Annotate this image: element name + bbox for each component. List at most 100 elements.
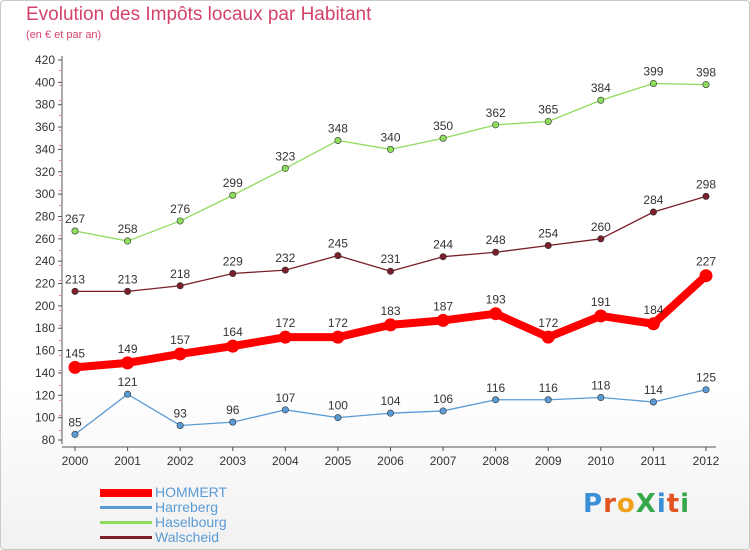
y-tick-label: 360 [35, 120, 55, 134]
y-tick-label: 420 [35, 53, 55, 67]
logo-letter: t [666, 489, 681, 519]
legend-label: Walscheid [155, 529, 220, 545]
data-point [334, 414, 342, 422]
y-tick-label: 160 [35, 344, 55, 358]
data-point [544, 117, 552, 125]
data-point [544, 396, 552, 404]
data-label: 107 [275, 391, 295, 405]
data-point [544, 242, 552, 250]
data-point [649, 398, 657, 406]
data-label: 213 [65, 272, 85, 286]
y-tick-label: 260 [35, 232, 55, 246]
series-hommert [68, 269, 713, 374]
x-tick-label: 2000 [62, 454, 89, 468]
data-point [121, 356, 135, 370]
data-label: 125 [696, 371, 716, 385]
data-label: 323 [275, 149, 295, 163]
data-point [646, 317, 660, 331]
data-label: 118 [591, 379, 610, 393]
data-label: 245 [328, 237, 348, 251]
data-label: 85 [68, 415, 82, 429]
logo-letter: P [583, 489, 604, 519]
data-point [281, 164, 289, 172]
data-label: 193 [486, 293, 506, 307]
series-line-haselbourg [74, 82, 707, 242]
data-label: 172 [275, 316, 295, 330]
y-tick-label: 380 [35, 98, 55, 112]
chart-subtitle: (en € et par an) [26, 29, 102, 41]
y-tick-label: 180 [35, 321, 55, 335]
data-label: 229 [223, 254, 243, 268]
data-label: 184 [643, 303, 663, 317]
data-label: 231 [380, 252, 400, 266]
data-label: 145 [65, 346, 85, 360]
series-harreberg [71, 386, 710, 438]
data-point [492, 121, 500, 129]
data-label: 172 [538, 316, 558, 330]
data-point [489, 307, 503, 321]
data-label: 348 [328, 121, 348, 135]
x-tick-label: 2001 [114, 454, 141, 468]
data-label: 232 [275, 251, 295, 265]
data-label: 244 [433, 238, 453, 252]
x-tick-label: 2007 [430, 454, 457, 468]
data-point [386, 409, 394, 417]
data-point [649, 208, 657, 216]
data-point [439, 134, 447, 142]
data-label: 227 [696, 255, 716, 269]
y-tick-label: 300 [35, 187, 55, 201]
logo-letter: o [616, 489, 636, 519]
y-tick-label: 320 [35, 165, 55, 179]
data-point [124, 287, 132, 295]
legend-label: HOMMERT [155, 484, 228, 500]
data-point [384, 318, 397, 332]
legend-label: Haselbourg [155, 514, 227, 530]
data-label: 248 [486, 233, 506, 247]
data-label: 183 [380, 304, 400, 318]
data-point [229, 269, 237, 277]
data-point [71, 430, 79, 438]
series-haselbourg [71, 79, 710, 245]
x-tick-label: 2009 [535, 454, 562, 468]
data-label: 213 [118, 272, 138, 286]
y-tick-label: 340 [35, 142, 55, 156]
data-point [439, 407, 447, 415]
data-point [176, 282, 184, 290]
data-label: 254 [538, 227, 558, 241]
y-tick-label: 240 [35, 254, 55, 268]
legend-label: Harreberg [155, 499, 219, 515]
x-tick-label: 2008 [482, 454, 509, 468]
data-label: 260 [591, 220, 611, 234]
data-label: 276 [170, 202, 190, 216]
data-point [229, 418, 237, 426]
data-point [386, 267, 394, 275]
data-label: 350 [433, 119, 453, 133]
legend-swatch [100, 521, 152, 524]
data-label: 172 [328, 316, 348, 330]
data-label: 258 [118, 222, 138, 236]
data-label: 340 [380, 130, 400, 144]
data-point [124, 237, 132, 245]
data-label: 267 [65, 212, 85, 226]
y-tick-label: 200 [35, 299, 55, 313]
data-point [492, 396, 500, 404]
data-label: 121 [118, 375, 138, 389]
data-label: 362 [486, 106, 506, 120]
data-label: 187 [433, 299, 453, 313]
series-walscheid [71, 192, 710, 295]
data-label: 100 [328, 399, 348, 413]
x-tick-label: 2003 [219, 454, 246, 468]
y-tick-label: 140 [35, 366, 55, 380]
data-point [649, 79, 657, 87]
data-label: 284 [643, 193, 663, 207]
data-point [281, 406, 289, 414]
data-label: 298 [696, 177, 716, 191]
y-tick-label: 120 [35, 388, 55, 402]
data-label: 104 [380, 394, 400, 408]
y-tick-label: 400 [35, 75, 55, 89]
x-tick-label: 2012 [693, 454, 720, 468]
data-point [226, 339, 240, 353]
data-label: 93 [173, 406, 187, 420]
data-point [699, 269, 713, 283]
